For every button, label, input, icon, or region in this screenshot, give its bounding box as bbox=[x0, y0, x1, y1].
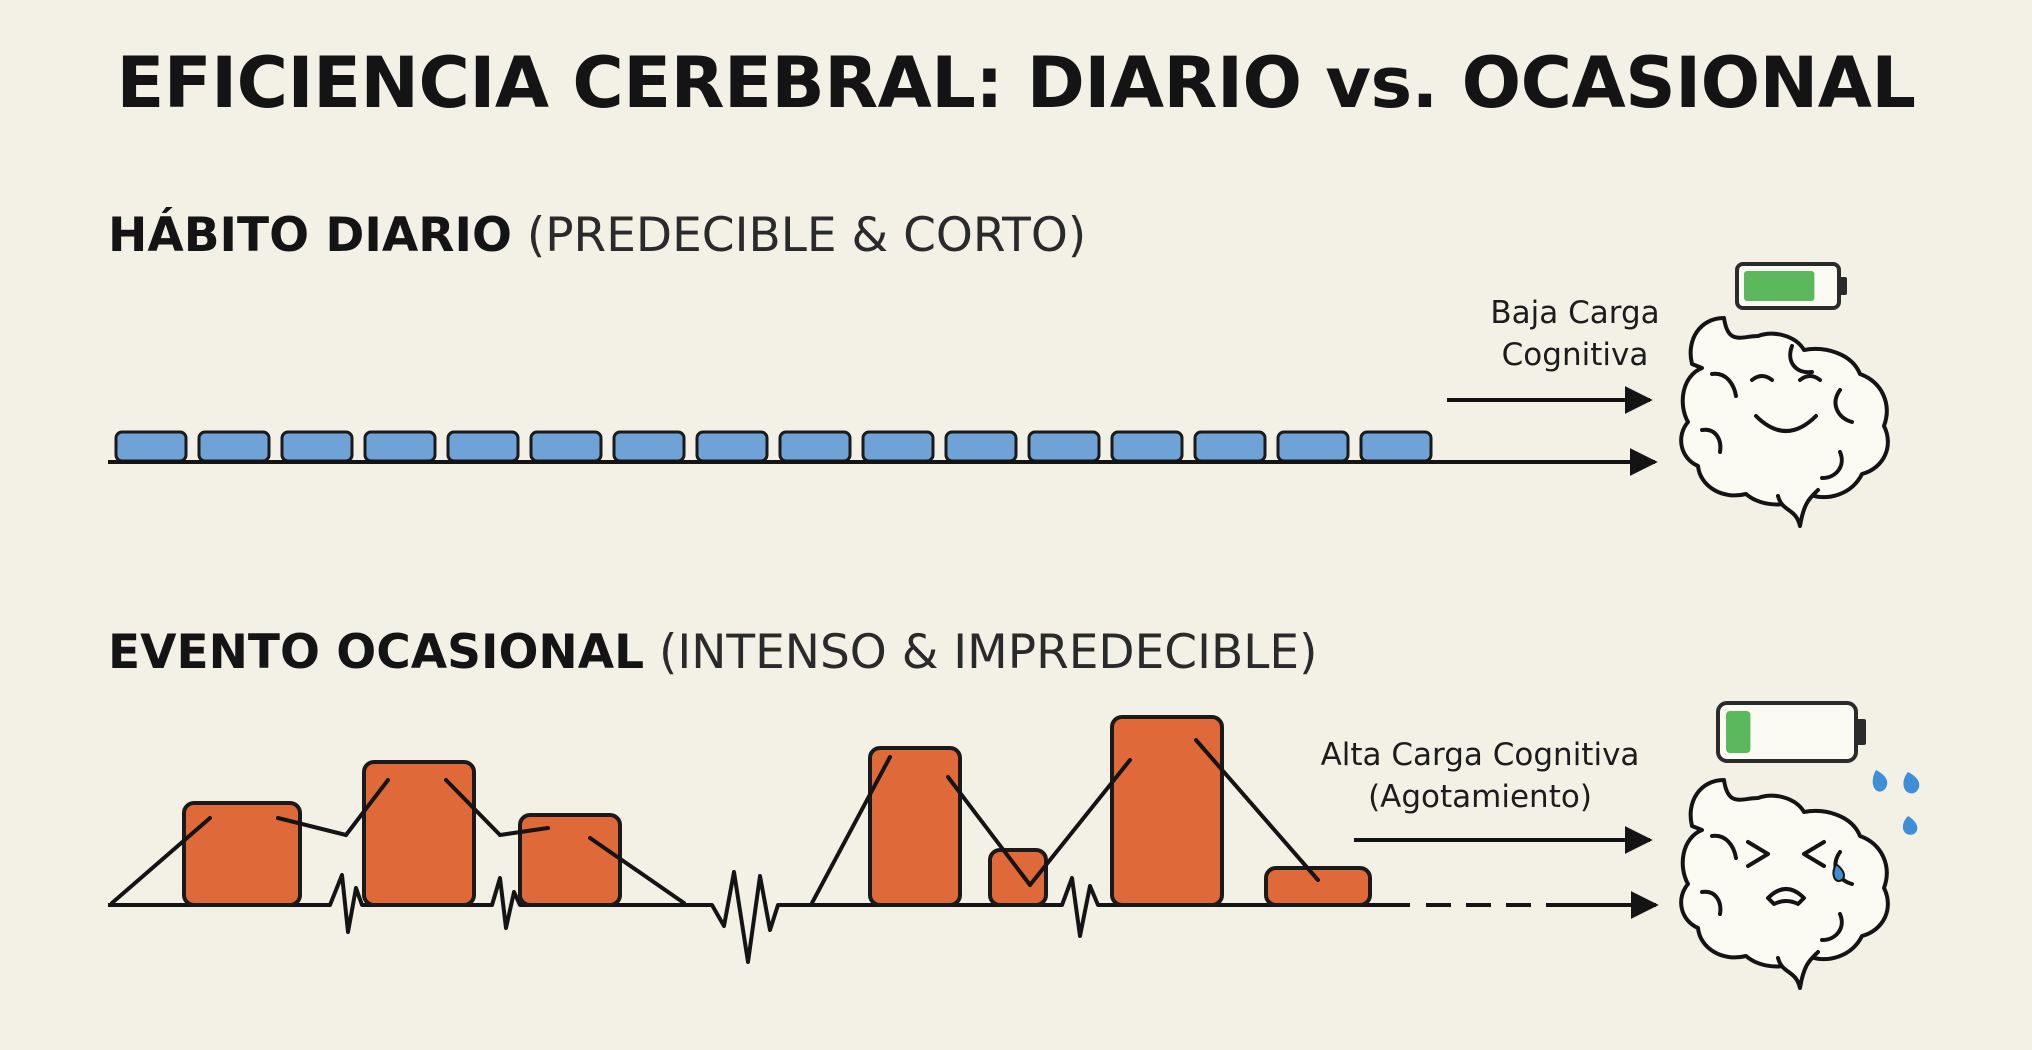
low-load-label-line2: Cognitiva bbox=[1501, 337, 1649, 373]
occasional-block bbox=[1110, 715, 1224, 907]
high-load-label-line1: Alta Carga Cognitiva bbox=[1320, 737, 1640, 773]
heading-daily-sub: (PREDECIBLE & CORTO) bbox=[526, 208, 1087, 263]
daily-block bbox=[1110, 430, 1184, 463]
daily-block bbox=[197, 430, 271, 463]
heading-daily-main: HÁBITO DIARIO bbox=[108, 208, 512, 263]
connector-lines bbox=[110, 738, 1320, 905]
daily-block bbox=[861, 430, 935, 463]
battery-low-icon bbox=[1716, 701, 1866, 763]
daily-block bbox=[612, 430, 686, 463]
heading-occasional-sub: (INTENSO & IMPREDECIBLE) bbox=[659, 625, 1318, 680]
occasional-block bbox=[182, 801, 302, 907]
daily-block bbox=[1193, 430, 1267, 463]
occasional-block bbox=[988, 848, 1048, 907]
section-heading-daily: HÁBITO DIARIO (PREDECIBLE & CORTO) bbox=[108, 208, 1086, 263]
heading-occasional-main: EVENTO OCASIONAL bbox=[108, 625, 645, 680]
daily-block bbox=[1359, 430, 1433, 463]
low-load-label-line1: Baja Carga bbox=[1490, 295, 1660, 331]
section-heading-occasional: EVENTO OCASIONAL (INTENSO & IMPREDECIBLE… bbox=[108, 625, 1317, 680]
daily-block bbox=[114, 430, 188, 463]
daily-block bbox=[1027, 430, 1101, 463]
page-title: EFICIENCIA CEREBRAL: DIARIO vs. OCASIONA… bbox=[116, 42, 1916, 124]
high-load-label: Alta Carga Cognitiva (Agotamiento) bbox=[1290, 734, 1670, 818]
sweat-drops-icon bbox=[1872, 770, 1920, 835]
occasional-block bbox=[362, 760, 476, 907]
low-load-label: Baja Carga Cognitiva bbox=[1430, 292, 1720, 376]
daily-block bbox=[363, 430, 437, 463]
battery-full-icon bbox=[1735, 262, 1847, 310]
daily-block bbox=[446, 430, 520, 463]
daily-block bbox=[944, 430, 1018, 463]
exhausted-brain-icon bbox=[1679, 778, 1890, 990]
daily-block bbox=[280, 430, 354, 463]
daily-block bbox=[695, 430, 769, 463]
daily-block bbox=[529, 430, 603, 463]
occasional-timeline bbox=[108, 870, 1659, 964]
daily-block bbox=[778, 430, 852, 463]
daily-block bbox=[1276, 430, 1350, 463]
occasional-block bbox=[1264, 866, 1372, 907]
high-load-label-line2: (Agotamiento) bbox=[1368, 779, 1592, 815]
happy-brain-icon bbox=[1679, 316, 1890, 528]
occasional-blocks-group bbox=[182, 715, 1372, 907]
occasional-block bbox=[868, 746, 962, 907]
battery-full-level bbox=[1744, 271, 1815, 301]
battery-low-level bbox=[1726, 711, 1751, 753]
daily-blocks-group bbox=[114, 430, 1433, 463]
